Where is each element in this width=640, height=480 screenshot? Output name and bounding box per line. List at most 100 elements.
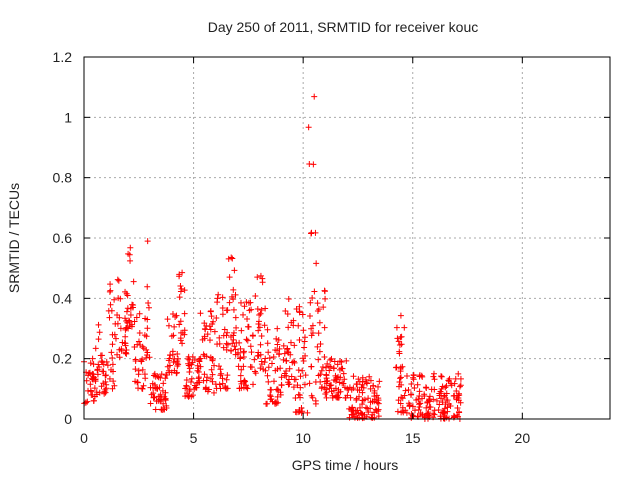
data-point	[436, 401, 443, 408]
x-tick-label: 5	[190, 430, 198, 446]
data-point	[106, 375, 113, 382]
data-point	[304, 409, 311, 416]
data-point	[286, 381, 293, 388]
data-point	[270, 353, 277, 360]
data-point	[256, 312, 263, 319]
data-point	[344, 385, 351, 392]
data-point	[192, 384, 199, 391]
data-point	[110, 368, 117, 375]
data-point	[150, 394, 157, 401]
data-point	[457, 375, 464, 382]
data-point	[425, 397, 432, 404]
data-point	[259, 275, 266, 282]
data-point	[173, 312, 180, 319]
data-point	[122, 350, 129, 357]
data-point	[114, 312, 121, 319]
data-point	[219, 294, 226, 301]
data-point	[232, 314, 239, 321]
data-point	[164, 363, 171, 370]
data-point	[273, 335, 280, 342]
data-point	[285, 324, 292, 331]
data-point	[178, 329, 185, 336]
data-point	[283, 367, 290, 374]
data-point	[369, 398, 376, 405]
data-point	[285, 349, 292, 356]
data-point	[151, 370, 158, 377]
data-point	[358, 384, 365, 391]
data-point	[138, 385, 145, 392]
data-point	[274, 325, 281, 332]
data-point	[245, 299, 252, 306]
data-point	[331, 358, 338, 365]
data-point	[370, 382, 377, 389]
data-point	[220, 344, 227, 351]
data-point	[98, 383, 105, 390]
data-point	[244, 316, 251, 323]
data-point	[95, 336, 102, 343]
data-point	[243, 336, 250, 343]
data-point	[334, 361, 341, 368]
data-point	[423, 404, 430, 411]
data-point	[209, 357, 216, 364]
y-tick-label: 0.8	[53, 170, 73, 186]
data-point	[305, 124, 312, 131]
data-point	[355, 376, 362, 383]
data-point	[223, 376, 230, 383]
data-point	[105, 307, 112, 314]
data-point	[221, 326, 228, 333]
data-point	[219, 311, 226, 318]
data-point	[144, 325, 151, 332]
data-point	[122, 315, 129, 322]
data-point	[280, 342, 287, 349]
data-point	[443, 382, 450, 389]
data-point	[411, 384, 418, 391]
data-point	[248, 306, 255, 313]
data-point	[275, 337, 282, 344]
data-point	[188, 375, 195, 382]
data-point	[201, 320, 208, 327]
data-point	[244, 385, 251, 392]
data-point	[83, 377, 90, 384]
data-point	[312, 229, 319, 236]
data-point	[457, 399, 464, 406]
data-point	[169, 351, 176, 358]
data-point	[160, 380, 167, 387]
data-point	[315, 356, 322, 363]
data-point	[410, 374, 417, 381]
data-point	[250, 381, 257, 388]
data-point	[350, 411, 357, 418]
data-point	[354, 386, 361, 393]
data-point	[240, 348, 247, 355]
data-point	[87, 381, 94, 388]
data-point	[109, 341, 116, 348]
y-tick-label: 0.2	[53, 351, 73, 367]
data-point	[89, 355, 96, 362]
data-point	[224, 329, 231, 336]
data-point	[179, 340, 186, 347]
data-point	[211, 362, 218, 369]
data-point	[453, 387, 460, 394]
data-point	[210, 318, 217, 325]
data-point	[135, 371, 142, 378]
data-point	[430, 373, 437, 380]
y-tick-label: 1.2	[53, 49, 73, 65]
data-point	[197, 355, 204, 362]
data-point	[416, 403, 423, 410]
data-point	[108, 349, 115, 356]
data-point	[215, 291, 222, 298]
data-point	[254, 274, 261, 281]
data-point	[101, 390, 108, 397]
data-point	[337, 358, 344, 365]
data-point	[91, 385, 98, 392]
plot-frame	[83, 56, 611, 420]
data-point	[365, 409, 372, 416]
data-point	[194, 367, 201, 374]
data-point	[147, 384, 154, 391]
data-point	[228, 293, 235, 300]
data-point	[301, 381, 308, 388]
data-point	[443, 396, 450, 403]
data-point	[272, 400, 279, 407]
data-point	[134, 379, 141, 386]
y-tick-label: 0	[64, 411, 72, 427]
